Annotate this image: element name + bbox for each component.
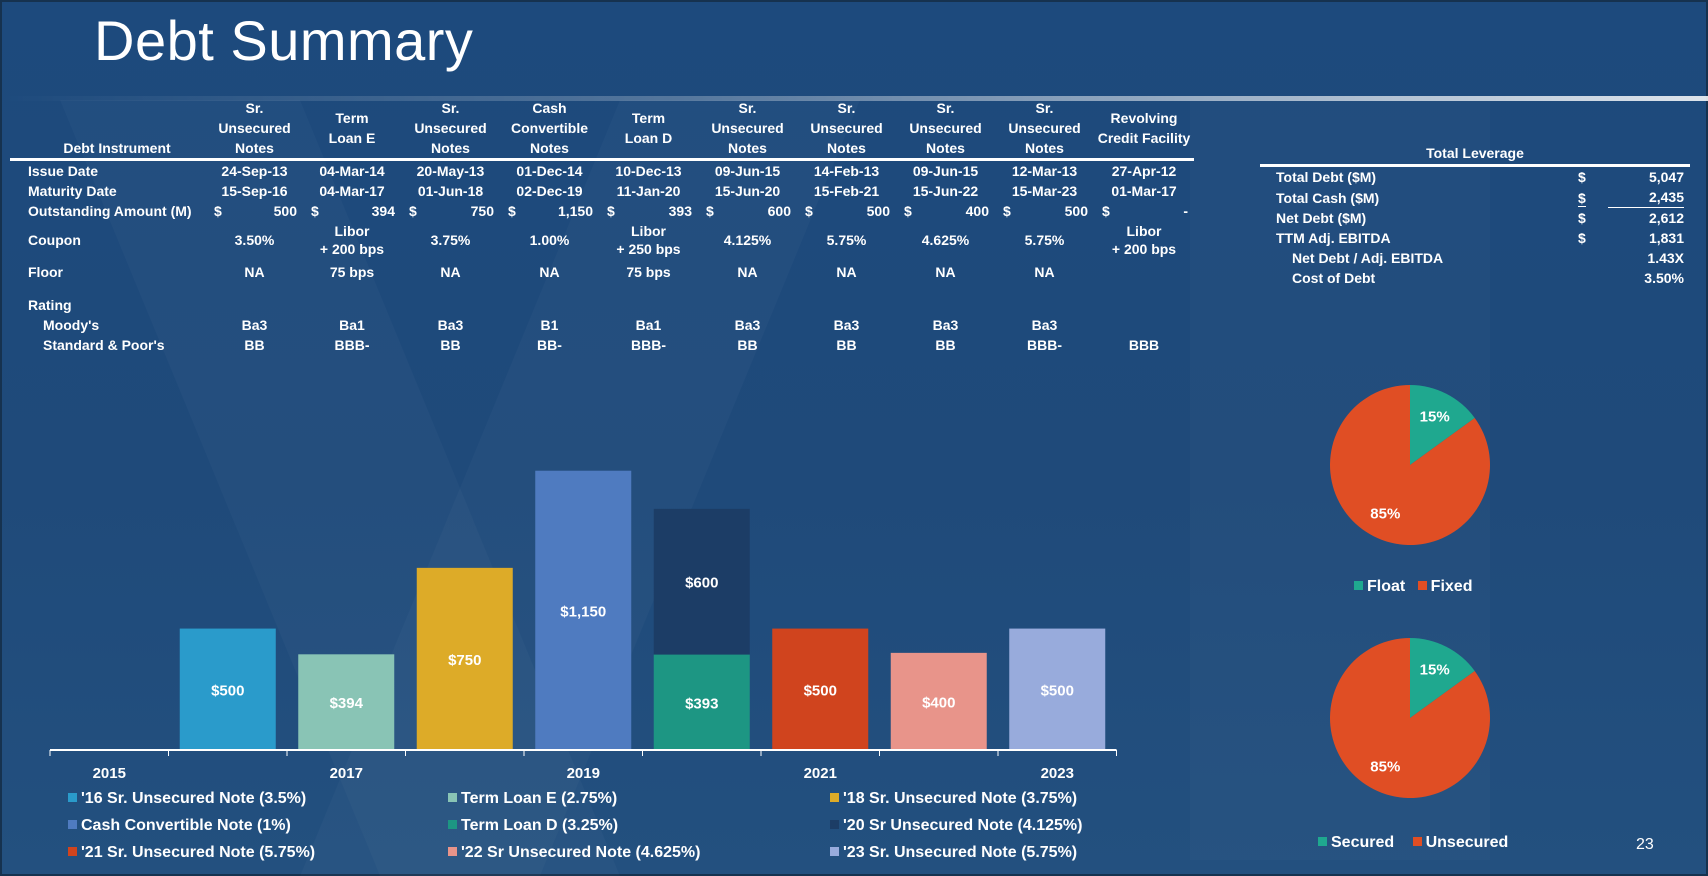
pie1-legend: Float Fixed (1354, 578, 1472, 596)
leverage-header: Total Leverage (1260, 142, 1690, 167)
pie-slice-unsecured (1330, 638, 1490, 798)
leverage-row: Net Debt / Adj. EBITDA 1.43X (1292, 250, 1684, 266)
column-header: Cash Convertible Notes (510, 100, 588, 156)
leverage-row: Total Debt ($M) $5,047 (1276, 169, 1684, 185)
table-row-moodys: Moody's Ba3 Ba1 Ba3 B1 Ba1 Ba3 Ba3 Ba3 Ba3 (43, 317, 1058, 333)
table-row-maturity-date: Maturity Date 15-Sep-16 04-Mar-17 01-Jun-1… (28, 183, 1177, 199)
x-tick-label: 2023 (1041, 765, 1074, 780)
float-fixed-pie-chart: 15% 85% (1330, 385, 1490, 545)
legend-item: Cash Convertible Note (1%) (68, 817, 291, 835)
x-tick-label: 2021 (804, 765, 837, 780)
table-row-floor: Floor NA 75 bps NA NA 75 bps NA NA NA NA (28, 264, 1055, 280)
column-header: Sr. Unsecured Notes (909, 100, 982, 156)
leverage-row: Net Debt ($M) $2,612 (1276, 210, 1684, 226)
bar-data-label: $400 (922, 694, 955, 711)
legend-item: '18 Sr. Unsecured Note (3.75%) (830, 790, 1077, 808)
column-header: Sr. Unsecured Notes (1008, 100, 1081, 156)
maturity-bar-chart: $500 $394 $750 $1,150 $393 $600 $500 $400 $500 20… (49, 470, 1117, 780)
page-title: Debt Summary (94, 9, 474, 72)
bar-data-label: $394 (330, 695, 364, 712)
x-tick-label: 2019 (567, 765, 600, 780)
bar-2017-series-1 (298, 654, 395, 750)
table-row-issue-date: Issue Date 24-Sep-13 04-Mar-14 20-May-13 01… (28, 163, 1177, 179)
pie-slice-label: 15% (1420, 662, 1450, 679)
x-tick-label: 2017 (330, 765, 363, 780)
table-row-rating: Rating (28, 297, 72, 313)
pie-slice-label: 85% (1370, 505, 1400, 522)
legend-item: '20 Sr Unsecured Note (4.125%) (830, 817, 1082, 835)
bar-data-label: $750 (448, 652, 481, 669)
bar-2021-series-6 (772, 628, 869, 750)
bar-data-label: $1,150 (560, 603, 606, 620)
column-header: Sr. Unsecured Notes (414, 100, 487, 156)
legend-item: '16 Sr. Unsecured Note (3.5%) (68, 790, 306, 808)
leverage-row: Total Cash ($M) $2,435 (1260, 187, 1690, 208)
title-divider (0, 96, 1708, 101)
column-header: Term Loan D (624, 110, 673, 146)
legend-item: '21 Sr. Unsecured Note (5.75%) (68, 844, 315, 862)
page-number: 23 (1636, 836, 1654, 853)
bar-2020-series-4 (653, 654, 750, 750)
legend-item: Term Loan D (3.25%) (448, 817, 618, 835)
column-header: Term Loan E (328, 110, 376, 146)
bar-2019-series-3 (535, 470, 632, 750)
table-row-outstanding: Outstanding Amount (M) $500 $394 $750 $1… (28, 203, 1188, 219)
bar-2016-series-0 (179, 628, 276, 750)
table-header-row: Debt Instrument Sr. Unsecured Notes Term Lo… (10, 98, 1194, 160)
column-header: Sr. Unsecured Notes (218, 100, 291, 156)
x-tick-label: 2015 (93, 765, 126, 780)
pie2-legend: Secured Unsecured (1318, 834, 1508, 852)
pie-slice-label: 85% (1370, 758, 1400, 775)
total-leverage-table: Total Leverage Total Debt ($M) $5,047 Tot… (1260, 142, 1690, 288)
pie-slice-label: 15% (1420, 409, 1450, 426)
table-row-coupon: Coupon 3.50% Libor + 200 bps 3.75% 1.00% … (28, 223, 1177, 257)
bar-data-label: $500 (211, 682, 244, 699)
bar-data-label: $393 (685, 695, 718, 712)
bar-2020-series-5 (653, 508, 750, 655)
legend-item: '23 Sr. Unsecured Note (5.75%) (830, 844, 1077, 862)
table-row-sp: Standard & Poor's BB BBB- BB BB- BBB- BB BB BB B… (43, 337, 1160, 353)
legend-item: '22 Sr Unsecured Note (4.625%) (448, 844, 700, 862)
bar-data-label: $500 (804, 682, 837, 699)
pie-slice-fixed (1330, 385, 1490, 545)
leverage-row: TTM Adj. EBITDA $1,831 (1276, 230, 1684, 246)
column-header: Sr. Unsecured Notes (711, 100, 784, 156)
leverage-row: Cost of Debt 3.50% (1292, 270, 1684, 286)
column-header: Sr. Unsecured Notes (810, 100, 883, 156)
debt-instrument-table: Debt Instrument Sr. Unsecured Notes Term Lo… (10, 98, 1194, 355)
bar-2023-series-8 (1009, 628, 1106, 750)
legend-item: Term Loan E (2.75%) (448, 790, 617, 808)
bar-data-label: $600 (685, 575, 718, 592)
secured-unsecured-pie-chart: 15% 85% (1330, 638, 1490, 798)
bar-2022-series-7 (890, 652, 987, 750)
pie-slice-secured (1410, 638, 1475, 718)
bar-2018-series-2 (416, 567, 513, 750)
column-header: Revolving Credit Facility (1097, 110, 1191, 146)
bar-data-label: $500 (1041, 682, 1074, 699)
pie-slice-float (1410, 385, 1475, 465)
corner-label: Debt Instrument (63, 140, 171, 156)
